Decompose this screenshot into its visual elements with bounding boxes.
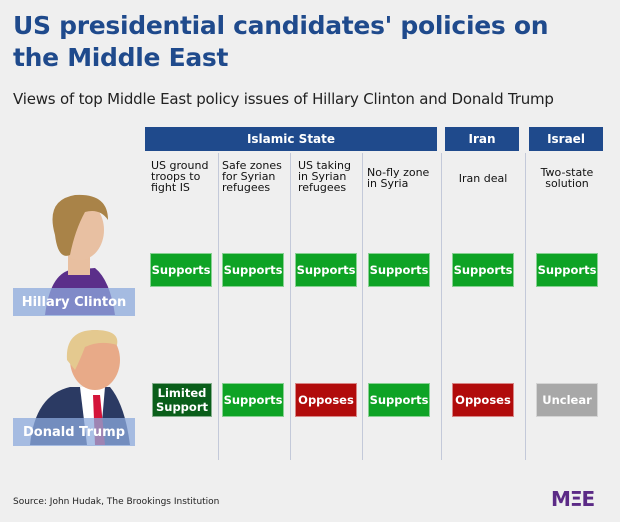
position-cell: Supports (368, 253, 430, 287)
position-cell: Unclear (536, 383, 598, 417)
position-cell: Supports (536, 253, 598, 287)
position-cell: Supports (222, 383, 284, 417)
issue-no-fly-zone: No-fly zone in Syria (367, 166, 430, 190)
mee-logo: MΞE (551, 487, 595, 511)
candidate-label-trump: Donald Trump (13, 418, 135, 446)
divider (441, 153, 442, 460)
position-cell: Opposes (295, 383, 357, 417)
group-header-iran: Iran (445, 127, 519, 151)
position-cell: Limited Support (152, 383, 212, 417)
subtitle: Views of top Middle East policy issues o… (13, 90, 554, 108)
position-cell: Opposes (452, 383, 514, 417)
issue-iran-deal: Iran deal (458, 172, 508, 185)
position-cell: Supports (452, 253, 514, 287)
position-cell: Supports (150, 253, 212, 287)
group-header-islamic-state: Islamic State (145, 127, 437, 151)
divider (525, 153, 526, 460)
issue-safe-zones: Safe zones for Syrian refugees (222, 159, 282, 194)
candidate-label-clinton: Hillary Clinton (13, 288, 135, 316)
divider (290, 153, 291, 460)
issue-ground-troops: US ground troops to fight IS (151, 159, 209, 194)
issue-two-state: Two-state solution (540, 166, 594, 190)
position-cell: Supports (295, 253, 357, 287)
source-note: Source: John Hudak, The Brookings Instit… (13, 497, 220, 507)
divider (218, 153, 219, 460)
position-cell: Supports (368, 383, 430, 417)
issue-taking-refugees: US taking in Syrian refugees (298, 159, 351, 194)
page-title: US presidential candidates' policies on … (13, 11, 549, 72)
group-header-israel: Israel (529, 127, 603, 151)
divider (362, 153, 363, 460)
position-cell: Supports (222, 253, 284, 287)
